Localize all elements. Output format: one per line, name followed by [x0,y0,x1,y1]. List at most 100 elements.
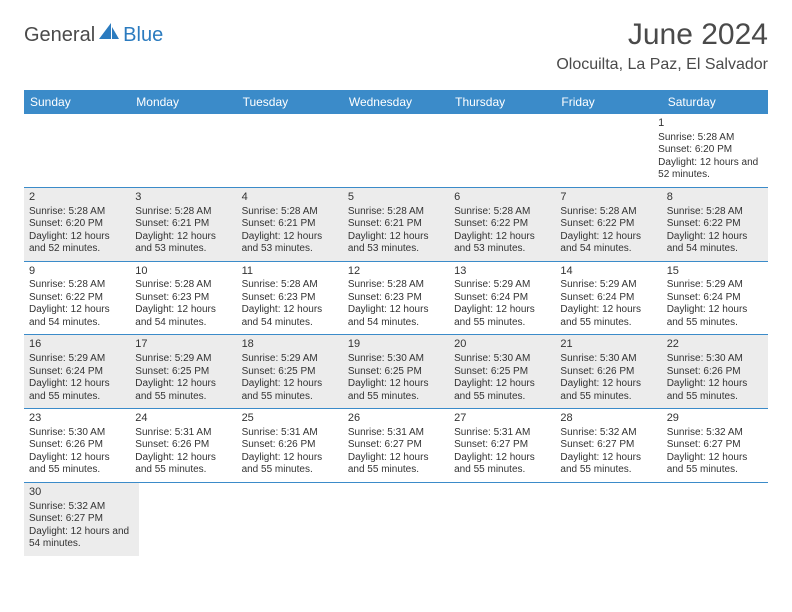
sunrise-text: Sunrise: 5:29 AM [560,279,656,292]
sunrise-text: Sunrise: 5:29 AM [454,279,550,292]
sunset-text: Sunset: 6:27 PM [454,439,550,452]
sunrise-text: Sunrise: 5:28 AM [667,206,763,219]
logo-sail-icon [99,23,121,46]
sunrise-text: Sunrise: 5:30 AM [29,427,125,440]
sunset-text: Sunset: 6:24 PM [667,292,763,305]
sunrise-text: Sunrise: 5:29 AM [242,353,338,366]
daylight-text: Daylight: 12 hours and 53 minutes. [454,231,550,256]
daylight-text: Daylight: 12 hours and 55 minutes. [29,378,125,403]
daylight-text: Daylight: 12 hours and 54 minutes. [667,231,763,256]
calendar-cell: 24Sunrise: 5:31 AMSunset: 6:26 PMDayligh… [130,409,236,482]
empty-cell [443,114,548,187]
sunrise-text: Sunrise: 5:30 AM [560,353,656,366]
empty-cell [129,114,234,187]
day-number: 14 [560,265,656,279]
calendar-cell: 19Sunrise: 5:30 AMSunset: 6:25 PMDayligh… [343,335,449,408]
day-number: 30 [29,486,134,500]
sunrise-text: Sunrise: 5:28 AM [29,206,125,219]
sunrise-text: Sunrise: 5:28 AM [135,279,231,292]
calendar-cell: 29Sunrise: 5:32 AMSunset: 6:27 PMDayligh… [662,409,768,482]
calendar-cell: 17Sunrise: 5:29 AMSunset: 6:25 PMDayligh… [130,335,236,408]
daylight-text: Daylight: 12 hours and 54 minutes. [135,304,231,329]
calendar-cell: 8Sunrise: 5:28 AMSunset: 6:22 PMDaylight… [662,188,768,261]
calendar-cell: 18Sunrise: 5:29 AMSunset: 6:25 PMDayligh… [237,335,343,408]
sunrise-text: Sunrise: 5:31 AM [348,427,444,440]
empty-cell [234,114,339,187]
daylight-text: Daylight: 12 hours and 55 minutes. [135,378,231,403]
sunset-text: Sunset: 6:27 PM [348,439,444,452]
sunset-text: Sunset: 6:26 PM [29,439,125,452]
sunrise-text: Sunrise: 5:28 AM [348,206,444,219]
calendar-cell: 3Sunrise: 5:28 AMSunset: 6:21 PMDaylight… [130,188,236,261]
day-number: 11 [242,265,338,279]
page-title: June 2024 [556,18,768,52]
daylight-text: Daylight: 12 hours and 55 minutes. [242,452,338,477]
daylight-text: Daylight: 12 hours and 55 minutes. [242,378,338,403]
day-number: 12 [348,265,444,279]
sunrise-text: Sunrise: 5:32 AM [667,427,763,440]
week-row: 30Sunrise: 5:32 AMSunset: 6:27 PMDayligh… [24,483,768,556]
empty-cell [339,114,444,187]
day-header: Tuesday [237,90,343,114]
sunset-text: Sunset: 6:22 PM [29,292,125,305]
calendar-cell: 22Sunrise: 5:30 AMSunset: 6:26 PMDayligh… [662,335,768,408]
daylight-text: Daylight: 12 hours and 54 minutes. [29,526,134,551]
daylight-text: Daylight: 12 hours and 55 minutes. [29,452,125,477]
sunset-text: Sunset: 6:22 PM [454,218,550,231]
sunrise-text: Sunrise: 5:28 AM [242,279,338,292]
daylight-text: Daylight: 12 hours and 55 minutes. [454,304,550,329]
daylight-text: Daylight: 12 hours and 52 minutes. [29,231,125,256]
sunrise-text: Sunrise: 5:32 AM [560,427,656,440]
sunset-text: Sunset: 6:20 PM [658,144,763,157]
daylight-text: Daylight: 12 hours and 55 minutes. [560,378,656,403]
calendar-cell: 5Sunrise: 5:28 AMSunset: 6:21 PMDaylight… [343,188,449,261]
day-number: 8 [667,191,763,205]
calendar-cell: 25Sunrise: 5:31 AMSunset: 6:26 PMDayligh… [237,409,343,482]
sunset-text: Sunset: 6:27 PM [667,439,763,452]
sunset-text: Sunset: 6:25 PM [348,366,444,379]
calendar-cell: 27Sunrise: 5:31 AMSunset: 6:27 PMDayligh… [449,409,555,482]
sunrise-text: Sunrise: 5:32 AM [29,501,134,514]
calendar: SundayMondayTuesdayWednesdayThursdayFrid… [24,90,768,556]
week-row: 9Sunrise: 5:28 AMSunset: 6:22 PMDaylight… [24,262,768,336]
title-block: June 2024 Olocuilta, La Paz, El Salvador [556,18,768,74]
day-number: 7 [560,191,656,205]
week-row: 16Sunrise: 5:29 AMSunset: 6:24 PMDayligh… [24,335,768,409]
day-number: 28 [560,412,656,426]
daylight-text: Daylight: 12 hours and 55 minutes. [667,452,763,477]
day-number: 27 [454,412,550,426]
calendar-cell: 26Sunrise: 5:31 AMSunset: 6:27 PMDayligh… [343,409,449,482]
day-header: Wednesday [343,90,449,114]
daylight-text: Daylight: 12 hours and 54 minutes. [29,304,125,329]
header: General Blue June 2024 Olocuilta, La Paz… [0,0,792,82]
calendar-cell: 6Sunrise: 5:28 AMSunset: 6:22 PMDaylight… [449,188,555,261]
daylight-text: Daylight: 12 hours and 55 minutes. [348,378,444,403]
daylight-text: Daylight: 12 hours and 52 minutes. [658,157,763,182]
day-number: 29 [667,412,763,426]
calendar-body: 1Sunrise: 5:28 AMSunset: 6:20 PMDaylight… [24,114,768,556]
daylight-text: Daylight: 12 hours and 54 minutes. [242,304,338,329]
sunrise-text: Sunrise: 5:28 AM [29,279,125,292]
calendar-cell: 14Sunrise: 5:29 AMSunset: 6:24 PMDayligh… [555,262,661,335]
week-row: 1Sunrise: 5:28 AMSunset: 6:20 PMDaylight… [24,114,768,188]
daylight-text: Daylight: 12 hours and 54 minutes. [348,304,444,329]
day-number: 17 [135,338,231,352]
empty-cell [24,114,129,187]
sunrise-text: Sunrise: 5:28 AM [242,206,338,219]
calendar-cell: 30Sunrise: 5:32 AMSunset: 6:27 PMDayligh… [24,483,139,556]
sunrise-text: Sunrise: 5:28 AM [560,206,656,219]
day-number: 10 [135,265,231,279]
calendar-cell: 12Sunrise: 5:28 AMSunset: 6:23 PMDayligh… [343,262,449,335]
sunset-text: Sunset: 6:21 PM [348,218,444,231]
sunset-text: Sunset: 6:26 PM [135,439,231,452]
week-row: 23Sunrise: 5:30 AMSunset: 6:26 PMDayligh… [24,409,768,483]
day-number: 21 [560,338,656,352]
day-number: 15 [667,265,763,279]
sunset-text: Sunset: 6:22 PM [667,218,763,231]
day-header: Saturday [662,90,768,114]
empty-cell [558,483,663,556]
daylight-text: Daylight: 12 hours and 53 minutes. [135,231,231,256]
day-number: 23 [29,412,125,426]
calendar-cell: 16Sunrise: 5:29 AMSunset: 6:24 PMDayligh… [24,335,130,408]
daylight-text: Daylight: 12 hours and 55 minutes. [348,452,444,477]
